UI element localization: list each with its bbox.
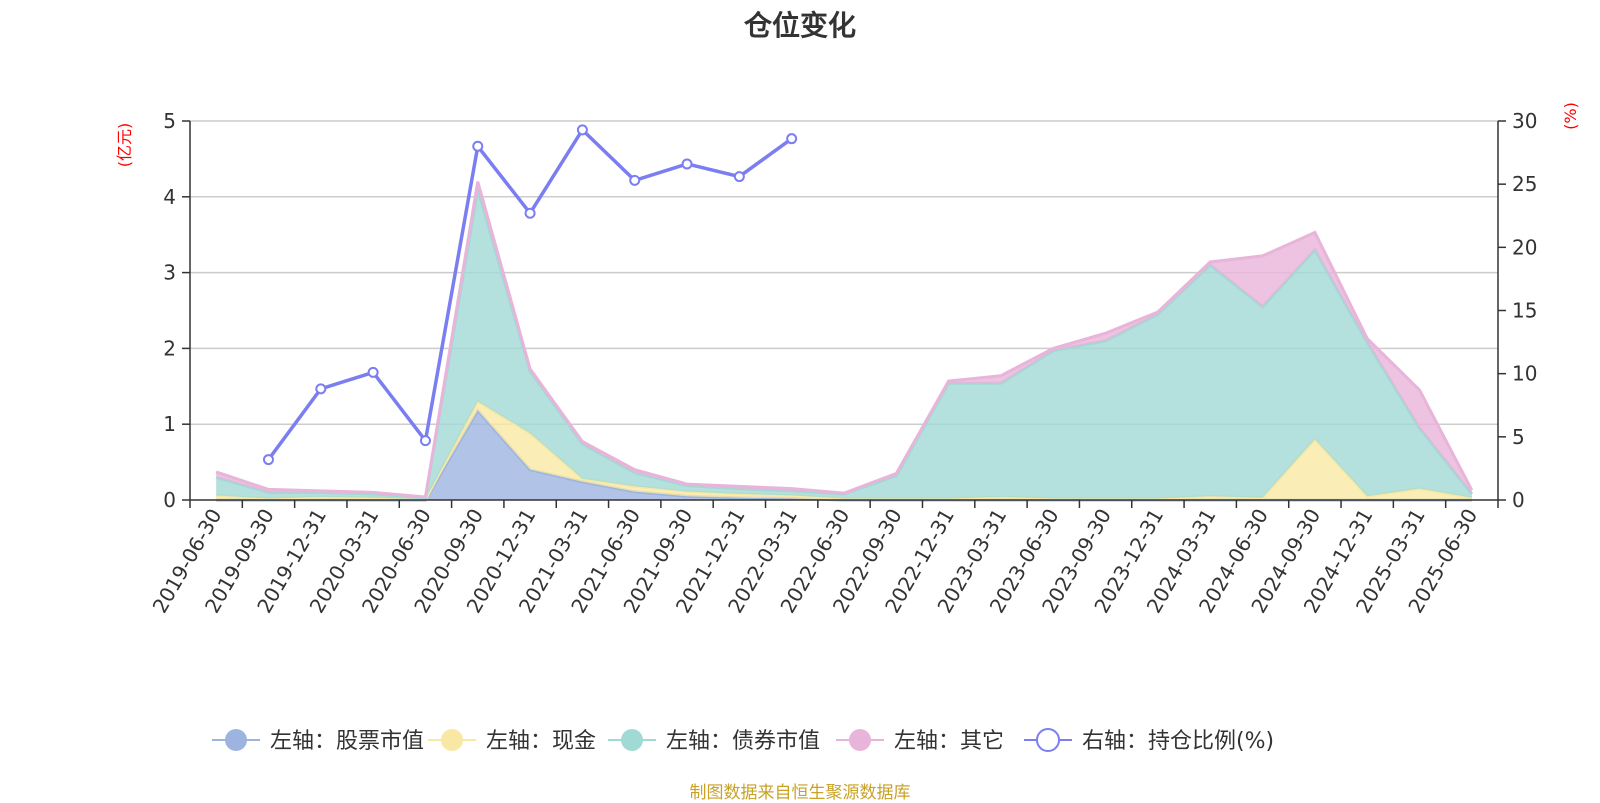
- legend-marker-icon: [621, 729, 643, 751]
- right-tick-label: 10: [1512, 362, 1537, 386]
- legend-marker-icon: [849, 729, 871, 751]
- legend-marker-icon: [225, 729, 247, 751]
- ratio-point: [681, 158, 693, 170]
- legend-label: 左轴：其它: [894, 729, 1004, 754]
- right-tick-label: 25: [1512, 172, 1537, 196]
- left-axis-unit: (亿元): [115, 123, 134, 168]
- right-tick-label: 20: [1512, 235, 1537, 259]
- right-tick-label: 30: [1512, 109, 1537, 133]
- ratio-point: [786, 133, 798, 145]
- source-note: 制图数据来自恒生聚源数据库: [689, 783, 911, 803]
- legend: 左轴：股票市值 左轴：现金 左轴：债券市值 左轴：其它 右轴：持仓比例(%): [212, 728, 1274, 754]
- legend-label: 左轴：现金: [486, 729, 596, 754]
- area-series-1: [216, 401, 1472, 500]
- right-tick-label: 0: [1512, 488, 1525, 512]
- legend-item-0: 左轴：股票市值: [212, 729, 424, 754]
- area-series-2: [216, 189, 1472, 500]
- ratio-point: [576, 124, 588, 136]
- stacked-areas: [215, 181, 1474, 502]
- ratio-point: [629, 174, 641, 186]
- legend-label: 右轴：持仓比例(%): [1082, 729, 1274, 754]
- chart-title: 仓位变化: [743, 9, 856, 42]
- legend-item-2: 左轴：债券市值: [608, 729, 820, 754]
- left-tick-label: 4: [163, 185, 176, 209]
- legend-marker-icon: [441, 729, 463, 751]
- left-tick-label: 5: [163, 109, 176, 133]
- left-tick-label: 2: [163, 336, 176, 360]
- legend-label: 左轴：股票市值: [270, 729, 424, 754]
- left-tick-label: 0: [163, 488, 176, 512]
- ratio-point: [315, 383, 327, 395]
- right-tick-label: 5: [1512, 425, 1525, 449]
- right-tick-label: 15: [1512, 299, 1537, 323]
- left-tick-label: 3: [163, 261, 176, 285]
- holding-ratio-line: [262, 124, 798, 466]
- legend-item-4: 右轴：持仓比例(%): [1024, 728, 1274, 754]
- legend-item-3: 左轴：其它: [836, 729, 1004, 754]
- legend-marker-icon: [1036, 728, 1060, 752]
- ratio-point: [262, 454, 274, 466]
- ratio-point: [472, 140, 484, 152]
- ratio-point: [733, 171, 745, 183]
- ratio-point: [419, 435, 431, 447]
- ratio-point: [367, 366, 379, 378]
- ratio-point: [524, 207, 536, 219]
- area-edge-3: [215, 181, 1474, 499]
- legend-item-1: 左轴：现金: [428, 729, 596, 754]
- legend-label: 左轴：债券市值: [666, 729, 820, 754]
- right-axis-unit: (%): [1561, 102, 1580, 130]
- left-tick-label: 1: [163, 412, 176, 436]
- area-series-0: [216, 410, 1472, 500]
